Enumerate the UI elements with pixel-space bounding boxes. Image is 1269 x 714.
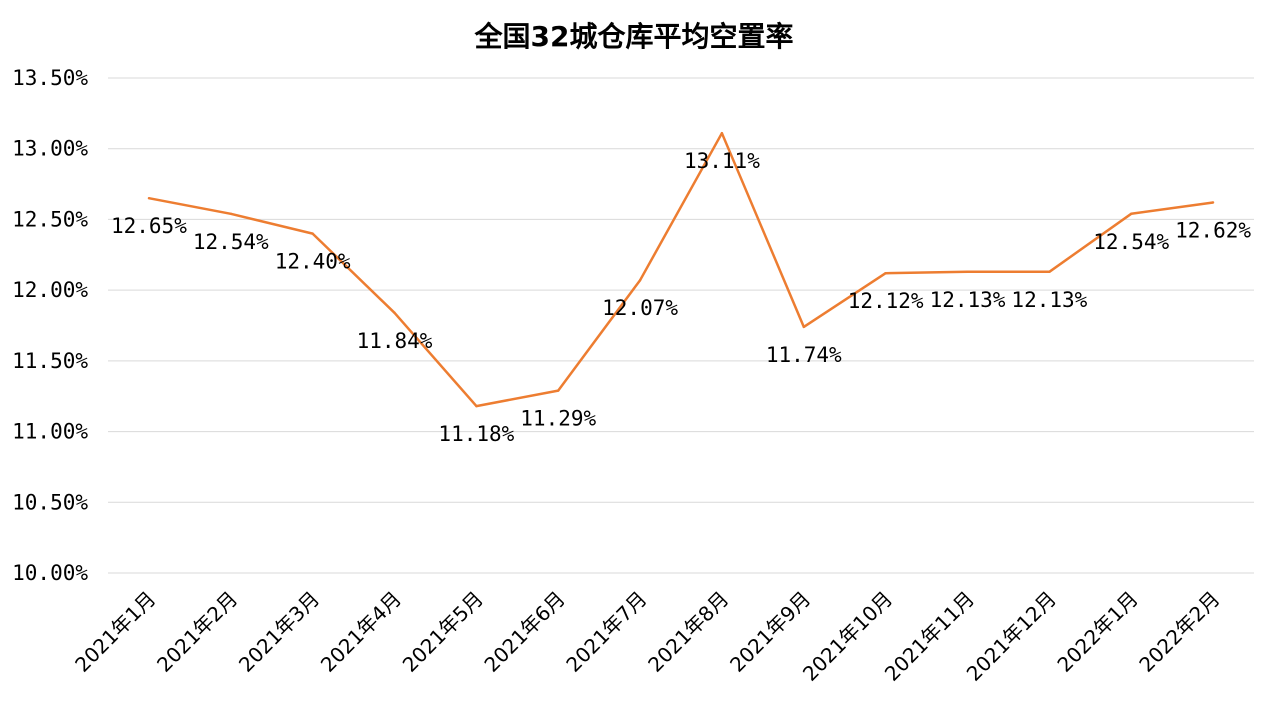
data-label: 12.12% bbox=[848, 289, 924, 313]
data-label: 12.65% bbox=[111, 214, 187, 238]
data-label: 12.13% bbox=[930, 288, 1006, 312]
data-point bbox=[1130, 212, 1133, 215]
x-tick-label: 2021年2月 bbox=[152, 587, 242, 677]
y-tick-label: 10.00% bbox=[12, 561, 88, 585]
x-axis-ticks: 2021年1月2021年2月2021年3月2021年4月2021年5月2021年… bbox=[70, 587, 1224, 686]
y-tick-label: 13.00% bbox=[12, 137, 88, 161]
series-layer bbox=[147, 131, 1215, 408]
y-tick-label: 11.00% bbox=[12, 420, 88, 444]
data-label: 11.29% bbox=[520, 407, 596, 431]
y-tick-label: 12.00% bbox=[12, 278, 88, 302]
x-tick-label: 2021年4月 bbox=[316, 587, 406, 677]
data-label: 12.54% bbox=[193, 230, 269, 254]
x-tick-label: 2022年1月 bbox=[1053, 587, 1143, 677]
series-line bbox=[148, 131, 1214, 408]
data-label: 11.18% bbox=[438, 422, 514, 446]
data-point bbox=[966, 270, 969, 273]
x-tick-label: 2021年9月 bbox=[725, 587, 815, 677]
x-tick-label: 2022年2月 bbox=[1134, 587, 1224, 677]
data-point bbox=[720, 131, 724, 135]
x-tick-label: 2021年6月 bbox=[480, 587, 570, 677]
data-label: 13.11% bbox=[684, 149, 760, 173]
data-point bbox=[1211, 201, 1215, 204]
chart-title: 全国32城仓库平均空置率 bbox=[474, 20, 794, 53]
data-point bbox=[393, 311, 396, 314]
x-tick-label: 2021年8月 bbox=[643, 587, 733, 677]
data-point bbox=[311, 232, 314, 235]
y-tick-label: 13.50% bbox=[12, 66, 88, 90]
data-label: 12.54% bbox=[1093, 230, 1169, 254]
data-point bbox=[1048, 270, 1051, 273]
y-axis-ticks: 10.00% 10.50% 11.00% 11.50% 12.00% 12.50% 13.0… bbox=[12, 66, 88, 585]
data-point bbox=[802, 325, 805, 329]
x-tick-label: 2021年3月 bbox=[234, 587, 324, 677]
y-tick-label: 11.50% bbox=[12, 349, 88, 373]
grid-lines bbox=[108, 77, 1254, 574]
data-label: 11.84% bbox=[357, 329, 433, 353]
data-label: 12.13% bbox=[1011, 288, 1087, 312]
data-point bbox=[884, 271, 887, 275]
data-label: 12.62% bbox=[1175, 218, 1251, 242]
y-tick-label: 10.50% bbox=[12, 490, 88, 514]
data-point bbox=[229, 212, 232, 215]
data-point bbox=[475, 404, 478, 408]
data-labels: 12.65%12.54%12.40%11.84%11.18%11.29%12.0… bbox=[111, 149, 1251, 446]
data-label: 12.40% bbox=[275, 250, 351, 274]
x-tick-label: 2021年5月 bbox=[398, 587, 488, 677]
data-label: 11.74% bbox=[766, 343, 842, 367]
data-label: 12.07% bbox=[602, 296, 678, 320]
x-tick-label: 2021年7月 bbox=[561, 587, 651, 677]
data-point bbox=[557, 389, 560, 392]
data-point bbox=[147, 197, 151, 200]
y-tick-label: 12.50% bbox=[12, 207, 88, 231]
x-tick-label: 2021年1月 bbox=[70, 587, 160, 677]
data-point bbox=[638, 279, 642, 282]
